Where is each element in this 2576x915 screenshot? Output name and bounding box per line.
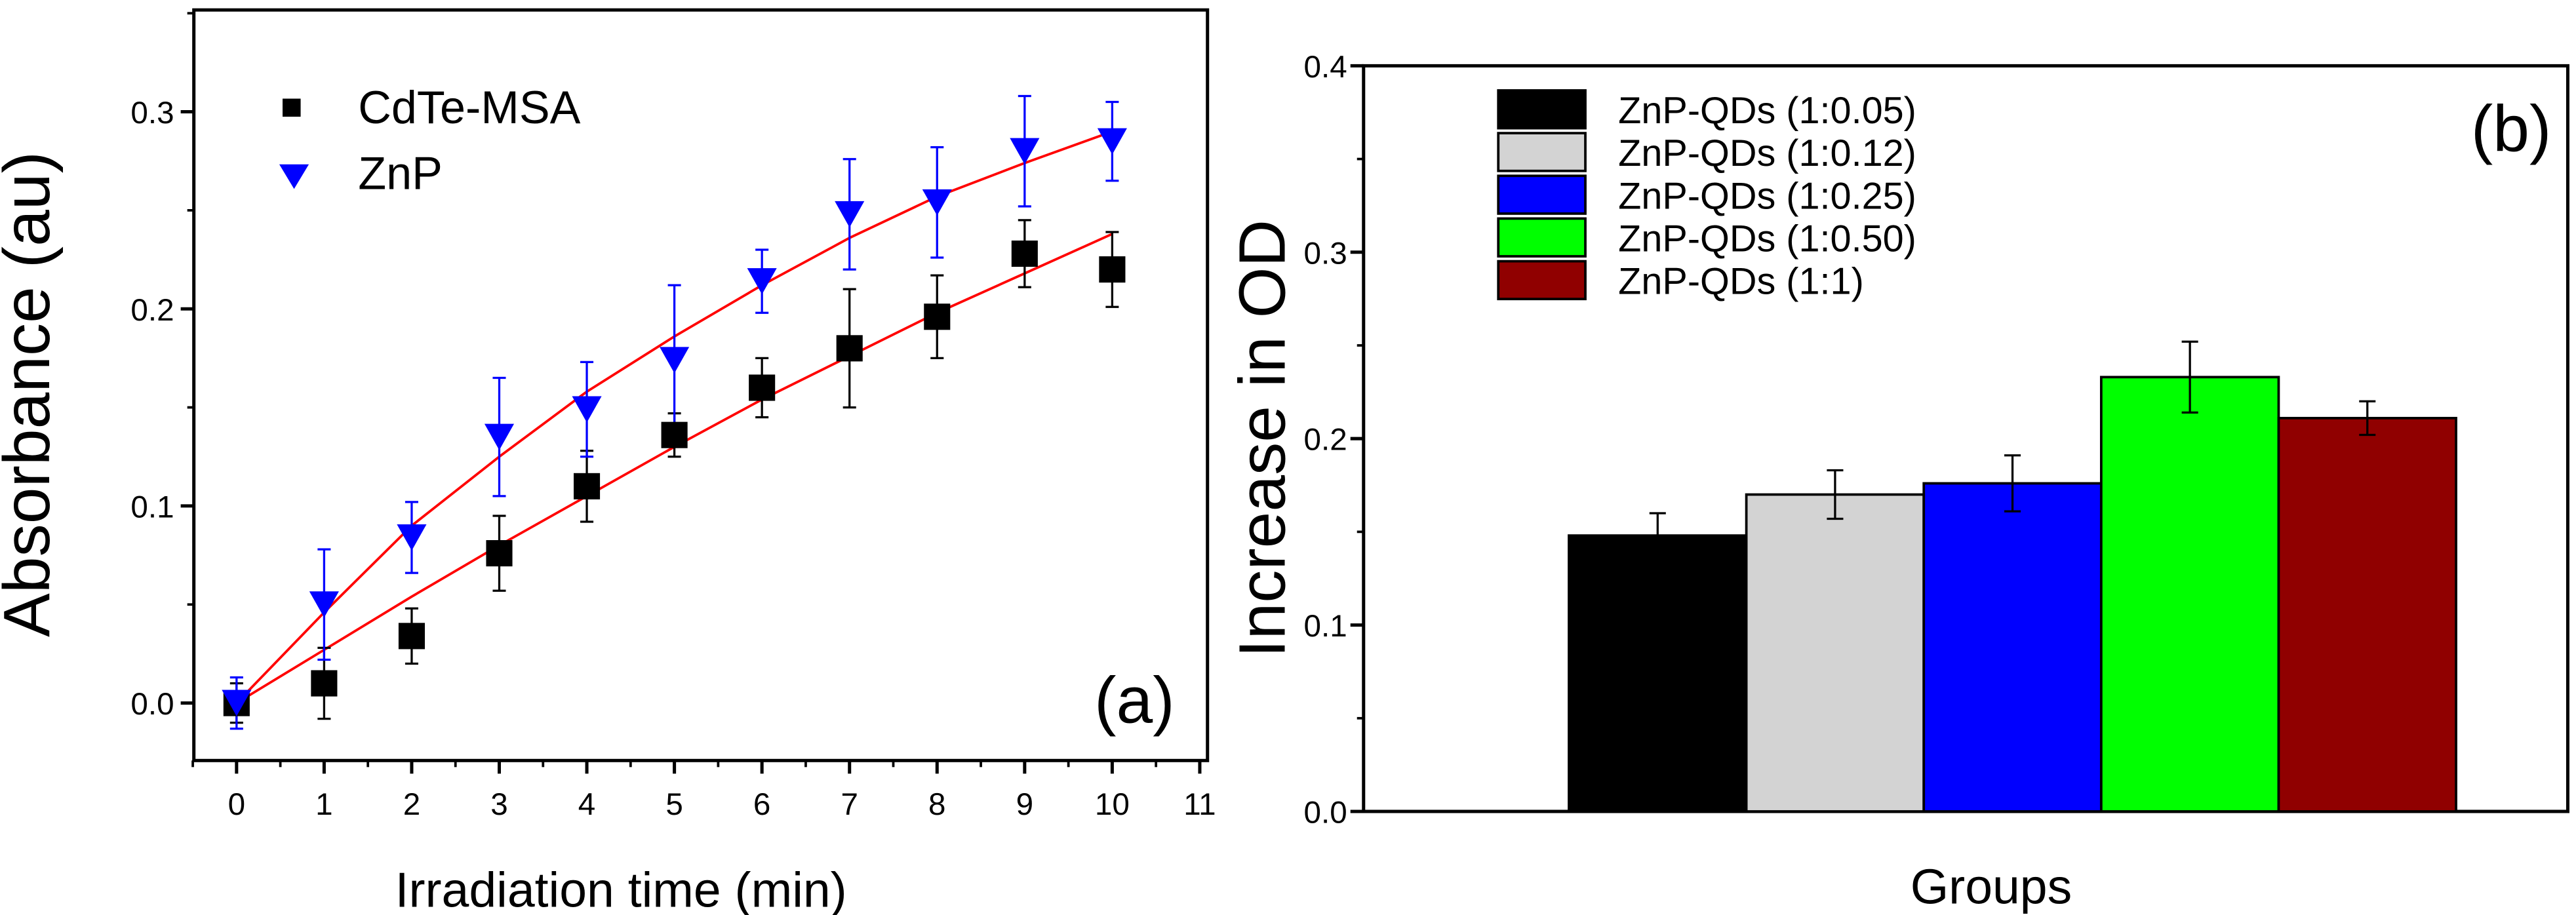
legend-label: ZnP-QDs (1:0.50) xyxy=(1618,218,1916,260)
x-tick-label-a: 6 xyxy=(753,787,770,822)
x-tick-label-a: 9 xyxy=(1016,787,1033,822)
data-point-znp xyxy=(222,690,252,716)
data-point-cdte xyxy=(836,335,863,362)
y-tick-label-b: 0.2 xyxy=(1304,423,1347,458)
data-point-cdte xyxy=(924,303,951,330)
legend-marker-znp xyxy=(279,164,309,189)
y-tick-label-b: 0.4 xyxy=(1304,50,1347,85)
data-point-cdte xyxy=(749,374,776,401)
bar xyxy=(2099,376,2280,813)
data-point-znp xyxy=(309,591,339,618)
data-point-cdte xyxy=(1011,240,1038,267)
x-tick-label-a: 7 xyxy=(841,787,858,822)
data-point-znp xyxy=(397,524,427,551)
x-tick-label-a: 4 xyxy=(578,787,595,822)
legend-swatch xyxy=(1497,217,1587,258)
x-tick-label-a: 10 xyxy=(1095,787,1130,822)
legend-swatch xyxy=(1497,174,1587,215)
y-tick-label-b: 0.0 xyxy=(1304,796,1347,830)
y-tick-label-b: 0.1 xyxy=(1304,609,1347,644)
data-point-znp xyxy=(835,201,865,227)
data-point-znp xyxy=(747,268,777,295)
x-tick-label-a: 2 xyxy=(403,787,420,822)
data-point-cdte xyxy=(486,540,513,567)
legend-swatch xyxy=(1497,89,1587,130)
bar xyxy=(1922,482,2103,813)
y-axis-label-b: Increase in OD xyxy=(1225,220,1299,657)
y-tick-label-a: 0.3 xyxy=(130,96,174,130)
legend-label-cdte: CdTe-MSA xyxy=(358,81,580,133)
x-tick-label-a: 0 xyxy=(228,787,245,822)
y-tick-label-a: 0.1 xyxy=(130,490,174,524)
data-point-znp xyxy=(484,423,515,450)
x-axis-label-a: Irradiation time (min) xyxy=(395,862,847,915)
panel-b-bar-chart: 0.0 0.1 0.2 0.3 0.4 Increase in OD Groups (b… xyxy=(1225,50,2569,914)
data-point-cdte xyxy=(574,473,601,499)
y-tick-label-a: 0.2 xyxy=(130,293,174,328)
legend-marker-cdte xyxy=(282,98,301,117)
panel-label-b: (b) xyxy=(2471,92,2551,166)
legend-label: ZnP-QDs (1:0.25) xyxy=(1618,175,1916,217)
x-tick-label-a: 1 xyxy=(315,787,332,822)
bar xyxy=(2277,417,2457,813)
panel-label-a: (a) xyxy=(1094,664,1174,737)
legend-label: ZnP-QDs (1:0.12) xyxy=(1618,132,1916,174)
bar xyxy=(1745,493,1926,813)
legend-b: ZnP-QDs (1:0.05)ZnP-QDs (1:0.12)ZnP-QDs … xyxy=(1497,89,1916,303)
legend-label-znp: ZnP xyxy=(358,147,443,199)
data-point-znp xyxy=(1010,138,1040,165)
y-axis-label-a: Absorbance (au) xyxy=(0,151,64,637)
data-point-znp xyxy=(922,189,952,216)
data-point-znp xyxy=(572,396,602,423)
legend-label: ZnP-QDs (1:0.05) xyxy=(1618,90,1916,132)
data-point-cdte xyxy=(398,623,425,650)
panel-a-absorbance-chart: 0 1 2 3 4 5 6 7 8 9 10 11 0.0 0.1 0.2 0.3 Absorbance (a… xyxy=(0,8,1216,915)
x-tick-label-a: 5 xyxy=(665,787,683,822)
bar xyxy=(1568,534,1748,813)
x-tick-label-a: 8 xyxy=(928,787,945,822)
x-tick-label-a: 3 xyxy=(490,787,507,822)
legend-label: ZnP-QDs (1:1) xyxy=(1618,261,1864,303)
legend-a: CdTe-MSA ZnP xyxy=(279,81,581,199)
legend-swatch xyxy=(1497,260,1587,301)
x-tick-label-a: 11 xyxy=(1183,787,1216,822)
legend-swatch xyxy=(1497,132,1587,172)
data-point-cdte xyxy=(311,670,338,697)
data-point-znp xyxy=(1097,128,1127,155)
x-axis-label-b: Groups xyxy=(1911,859,2072,914)
y-tick-label-a: 0.0 xyxy=(130,687,174,722)
data-point-znp xyxy=(660,347,690,374)
plot-frame-a xyxy=(192,8,1210,762)
data-point-cdte xyxy=(1099,256,1126,283)
data-point-cdte xyxy=(661,421,688,448)
y-tick-label-b: 0.3 xyxy=(1304,236,1347,271)
